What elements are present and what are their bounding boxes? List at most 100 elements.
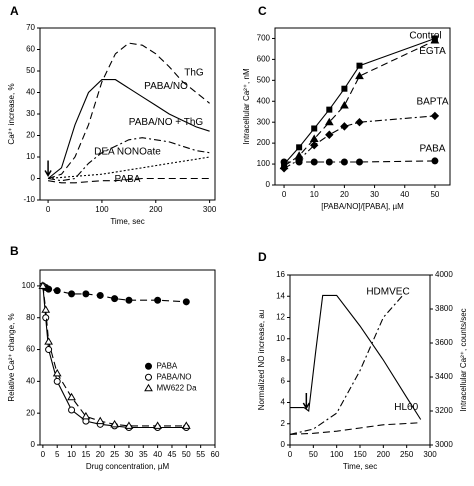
y-tick-label: 100 (257, 159, 271, 168)
marker (310, 141, 319, 150)
y-tick-label: 6 (281, 376, 286, 385)
y-tick-label: 500 (257, 75, 271, 84)
x-tick-label: 100 (95, 205, 109, 214)
marker (182, 298, 190, 306)
series-label: Control (409, 30, 441, 41)
y-tick-label: 30 (26, 109, 35, 118)
y-tick-label: 400 (257, 96, 271, 105)
y-tick-label: 60 (26, 45, 35, 54)
marker (153, 421, 162, 429)
marker (296, 144, 303, 151)
x-tick-label: 20 (96, 450, 105, 459)
marker (124, 421, 134, 429)
x-tick-label: 0 (41, 450, 46, 459)
marker (355, 71, 364, 80)
x-tick-label: 30 (124, 450, 133, 459)
x-tick-label: 50 (182, 450, 191, 459)
y-tick-label: 0 (31, 174, 36, 183)
y-tick-label: 2 (281, 419, 286, 428)
x-tick-label: 0 (288, 450, 293, 459)
panel-letter: A (10, 4, 19, 18)
stimulus-arrow (302, 393, 310, 410)
x-tick-label: 100 (330, 450, 344, 459)
marker (45, 346, 53, 354)
marker (42, 314, 50, 322)
panel-letter: C (258, 4, 267, 18)
series-line (289, 422, 421, 435)
x-tick-label: 10 (67, 450, 76, 459)
marker (355, 117, 364, 127)
marker (431, 157, 439, 165)
y2-tick-label: 3800 (435, 304, 453, 313)
marker (324, 117, 334, 126)
marker (44, 337, 53, 345)
marker (52, 368, 62, 377)
y2-tick-label: 3200 (435, 406, 453, 415)
series-line (48, 137, 210, 182)
marker (111, 295, 119, 303)
x-tick-label: 300 (203, 205, 217, 214)
marker (53, 377, 61, 385)
legend-label: MW622 Da (157, 383, 198, 392)
y-axis-label: Ca²⁺ increase, % (7, 83, 16, 144)
y-tick-label: 0 (266, 180, 271, 189)
series-line (47, 79, 210, 179)
marker (430, 36, 440, 44)
stimulus-arrow (44, 160, 52, 177)
y-tick-label: 200 (257, 138, 271, 147)
y-tick-label: 60 (26, 345, 35, 354)
series-line (283, 40, 436, 167)
x-tick-label: 45 (168, 450, 177, 459)
y-tick-label: 300 (257, 117, 271, 126)
marker (430, 111, 440, 121)
y-tick-label: 80 (26, 313, 35, 322)
marker (355, 158, 363, 166)
series-label: HL60 (394, 402, 418, 413)
series-label: PABA/NO (144, 81, 188, 92)
marker (41, 305, 51, 313)
y2-tick-label: 3000 (435, 440, 453, 449)
x-axis-label: Time, sec (343, 462, 377, 471)
y-tick-label: 0 (281, 440, 286, 449)
plot-frame (274, 27, 451, 186)
marker (279, 164, 289, 173)
marker (295, 158, 303, 166)
y-tick-label: 0 (31, 440, 36, 449)
series-line (42, 285, 187, 427)
y-tick-label: -10 (23, 195, 35, 204)
marker (340, 158, 348, 166)
series-label: PABA/NO + ThG (129, 117, 204, 128)
x-axis-label: Drug concentration, µM (86, 462, 170, 471)
series-line (283, 37, 436, 165)
marker (280, 158, 288, 166)
series-line (42, 285, 187, 429)
marker (82, 290, 90, 298)
y-tick-label: 12 (276, 313, 285, 322)
y-tick-label: 4 (281, 398, 286, 407)
y-tick-label: 14 (276, 291, 285, 300)
series-line (48, 156, 210, 180)
marker (311, 125, 318, 132)
x-tick-label: 40 (153, 450, 162, 459)
x-tick-label: 50 (430, 190, 439, 199)
marker (81, 411, 91, 420)
series-line (289, 295, 403, 435)
x-tick-label: 10 (310, 190, 319, 199)
series-line (290, 294, 422, 420)
series-label: PABA (115, 174, 141, 185)
y-tick-label: 600 (257, 55, 271, 64)
marker (341, 85, 348, 92)
x-tick-label: 5 (55, 450, 60, 459)
y-tick-label: 70 (26, 23, 35, 32)
legend-marker (145, 373, 152, 381)
x-tick-label: 300 (423, 450, 437, 459)
marker (356, 62, 363, 69)
marker (96, 291, 104, 299)
legend-label: PABA (157, 361, 178, 370)
x-tick-label: 55 (196, 450, 205, 459)
series-line (47, 42, 210, 180)
x-tick-label: 0 (282, 190, 287, 199)
y-tick-label: 40 (26, 376, 35, 385)
y2-axis-label: Intracellular Ca²⁺, counts/sec (459, 308, 468, 411)
marker (110, 419, 119, 428)
